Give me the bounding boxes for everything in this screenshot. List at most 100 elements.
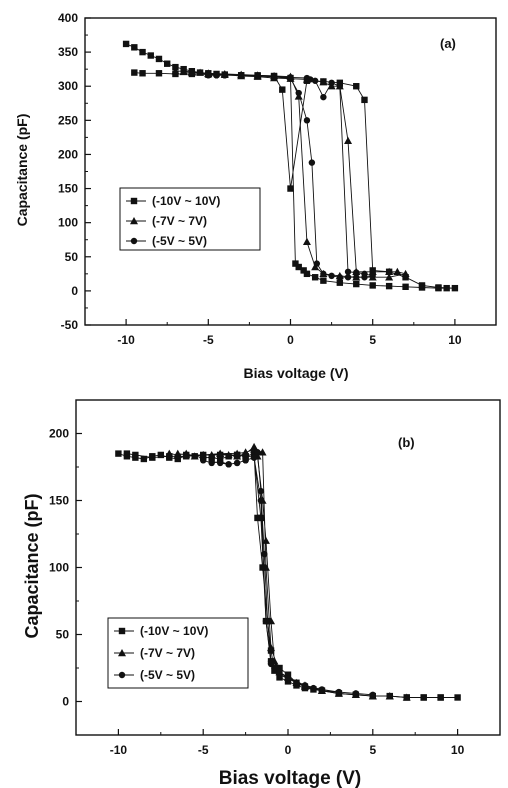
panel-a-series-3-point bbox=[344, 274, 352, 281]
panel-b-series-1-point bbox=[257, 514, 265, 522]
panel-a-series-1-point bbox=[320, 277, 327, 284]
panel-b-series-2-point bbox=[402, 693, 411, 701]
panel-a-series-3-point bbox=[303, 74, 311, 82]
panel-b-series-3-point bbox=[352, 690, 360, 697]
panel-b-x-tick-label: 5 bbox=[369, 743, 376, 757]
panel-b-series-3-point bbox=[257, 497, 265, 504]
panel-a-series-1-point bbox=[164, 60, 171, 67]
panel-b-series-3-point bbox=[254, 449, 261, 456]
panel-a-x-tick-label: -5 bbox=[203, 333, 214, 347]
panel-a-legend-marker bbox=[130, 197, 138, 205]
panel-a-series-1-point bbox=[155, 70, 163, 77]
panel-a-series-1-point bbox=[295, 263, 302, 271]
panel-b-series-3-point bbox=[318, 686, 326, 693]
panel-a-series-1-point bbox=[361, 96, 368, 104]
panel-a-series-1-point bbox=[172, 63, 179, 71]
panel-b-series-2-point bbox=[258, 448, 267, 456]
panel-a-series-3-point bbox=[205, 72, 212, 79]
panel-a-y-tick-label: 350 bbox=[58, 45, 78, 59]
panel-a-y-tick-label: 50 bbox=[65, 250, 79, 264]
panel-b-series-1-point bbox=[420, 694, 427, 701]
panel-a-series-3-point bbox=[361, 270, 368, 278]
panel-b-series-3-point bbox=[200, 457, 207, 464]
panel-a-legend-marker bbox=[130, 237, 138, 245]
panel-a-series-2-point bbox=[319, 78, 328, 86]
panel-b-series-1-point bbox=[132, 451, 139, 459]
panel-b-label: (b) bbox=[398, 435, 415, 450]
panel-b-series-1-point bbox=[454, 694, 461, 701]
panel-b-y-tick-label: 50 bbox=[56, 628, 70, 642]
panel-b-legend-marker bbox=[118, 671, 126, 679]
panel-a-series-2-point bbox=[311, 263, 320, 271]
panel-b-series-2-point bbox=[385, 692, 394, 700]
panel-a-series-1-point bbox=[402, 283, 409, 290]
panel-a-series-1-point bbox=[300, 267, 307, 274]
panel-a-series-1-point bbox=[336, 279, 344, 286]
panel-a-y-tick-label: 200 bbox=[58, 147, 78, 161]
panel-a-series-1-point bbox=[155, 55, 163, 63]
panel-b-y-tick-label: 150 bbox=[49, 494, 69, 508]
panel-b-series-1-point bbox=[259, 564, 266, 571]
panel-a-series-3-point bbox=[336, 83, 344, 90]
panel-b-series-3-point bbox=[208, 458, 215, 465]
panel-a-legend-label: (-7V ~ 7V) bbox=[152, 214, 207, 228]
panel-a-series-1-point bbox=[139, 70, 146, 77]
panel-a-legend-marker bbox=[130, 217, 138, 225]
panel-a-series-1-point bbox=[303, 270, 311, 278]
panel-a-series-1-point bbox=[311, 274, 319, 281]
panel-a-series-2-point bbox=[385, 267, 394, 275]
panel-a-y-tick-label: 250 bbox=[58, 113, 78, 127]
panel-b-series-2-point bbox=[216, 449, 225, 457]
panel-a-y-tick-label: -50 bbox=[61, 318, 79, 332]
panel-a-series-1-point bbox=[147, 52, 154, 59]
panel-b-series-2-point bbox=[182, 450, 191, 459]
panel-b-series-2-point bbox=[233, 449, 242, 457]
panel-b-series-3-point bbox=[225, 461, 232, 468]
panel-b-series-1-point bbox=[276, 664, 283, 672]
panel-b-series-2-point bbox=[207, 450, 216, 459]
panel-b-series-2-point bbox=[165, 449, 174, 457]
panel-b-series-2-point bbox=[224, 450, 233, 459]
panel-b-series-3-point bbox=[233, 459, 241, 467]
panel-a-series-3-point bbox=[213, 72, 220, 79]
panel-a-series-3-point bbox=[353, 274, 360, 281]
panel-b-series-1-point bbox=[115, 450, 122, 457]
panel-a-series-3-point bbox=[320, 270, 327, 278]
panel-b-y-tick-label: 0 bbox=[62, 695, 69, 709]
panel-b-series-3-point bbox=[242, 457, 249, 464]
panel-b-series-3-point bbox=[267, 660, 275, 668]
panel-a-series-2-point bbox=[171, 67, 180, 75]
panel-a-series-1-point bbox=[353, 280, 360, 288]
panel-a-series-1-point bbox=[353, 83, 360, 90]
panel-a-series-1-point bbox=[131, 69, 138, 76]
panel-b-legend-label: (-7V ~ 7V) bbox=[140, 646, 195, 660]
panel-a-series-1-point bbox=[385, 282, 393, 290]
panel-a-plot-frame bbox=[84, 17, 497, 326]
panel-a-series-1-point bbox=[369, 282, 376, 289]
panel-a-series-1-point bbox=[131, 44, 138, 51]
panel-b-series-1-point bbox=[157, 451, 164, 459]
panel-b-series-3-point bbox=[284, 675, 292, 682]
panel-a-series-2-point bbox=[187, 68, 196, 76]
panel-a-series-3-point bbox=[295, 89, 302, 97]
panel-b-series-1-point bbox=[437, 694, 444, 701]
panel-a-series-1-point bbox=[139, 48, 146, 56]
panel-b-series-2-point bbox=[199, 450, 208, 459]
panel-a-series-2-point bbox=[401, 269, 410, 278]
panel-b-series-1-point bbox=[123, 450, 131, 457]
panel-a-series-1-point bbox=[435, 284, 442, 291]
panel-a-legend-box bbox=[119, 187, 261, 251]
panel-a-series-1-point bbox=[443, 284, 450, 292]
panel-b-legend-marker bbox=[118, 649, 126, 657]
panel-a-x-tick-label: 0 bbox=[287, 333, 294, 347]
panel-a-series-1-point bbox=[287, 185, 294, 192]
panel-b-x-axis-title: Bias voltage (V) bbox=[219, 768, 362, 788]
panel-b-series-3-point bbox=[310, 684, 317, 692]
panel-b-series-3-point bbox=[335, 688, 343, 696]
panel-b-series-1-point bbox=[174, 455, 181, 463]
panel-b-x-tick-label: 10 bbox=[451, 743, 465, 757]
panel-b-legend: (-10V ~ 10V) (-7V ~ 7V) (-5V ~ 5V) bbox=[107, 617, 249, 689]
panel-b-series-3 bbox=[200, 449, 376, 698]
